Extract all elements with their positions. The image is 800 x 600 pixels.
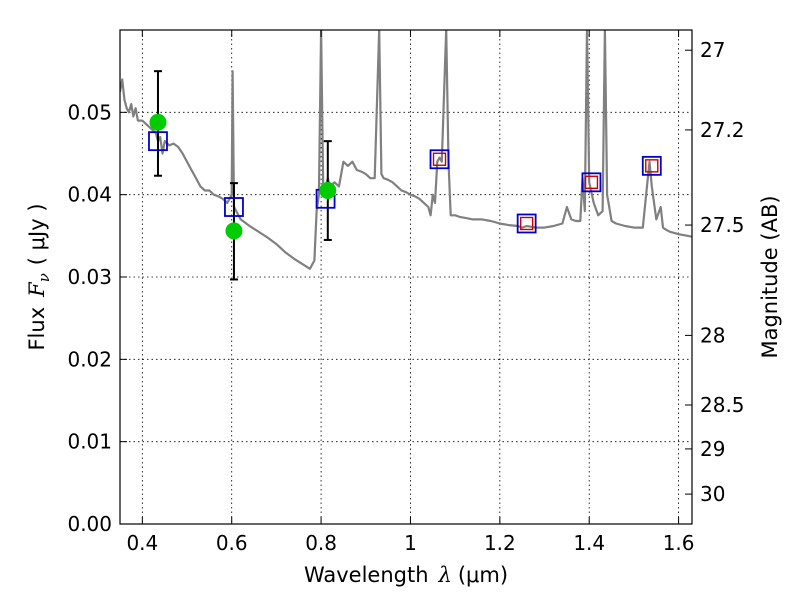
model-band-square (429, 149, 450, 170)
y-axis-title-subscript: ν (35, 273, 53, 282)
x-axis-ticks: 0.4 0.6 0.8 1 1.2 1.4 1.6 (126, 30, 695, 555)
model-sed-line (120, 30, 692, 270)
x-tick-label: 0.8 (305, 531, 337, 555)
y2-tick-label: 28.5 (700, 393, 745, 417)
model-sed-layer (120, 30, 692, 270)
y2-axis-ticks: 27 27.2 27.5 28 28.5 29 30 (685, 38, 745, 506)
y-axis-title-prefix: Flux (25, 307, 49, 351)
observed-point (149, 113, 167, 131)
y-tick-label: 0.05 (67, 100, 112, 124)
y-axis-title: Flux Fν ( μJy ) (25, 203, 53, 350)
y2-tick-label: 27 (700, 38, 725, 62)
y2-tick-label: 29 (700, 437, 725, 461)
model-band-square-inner (519, 216, 534, 231)
x-axis-title: Wavelength λ (μm) (304, 563, 508, 587)
y-axis-title-symbol: F (25, 281, 49, 298)
model-band-square-inner (584, 175, 599, 190)
x-tick-label: 1 (404, 531, 417, 555)
model-band-square (581, 172, 602, 193)
model-band-square (641, 155, 662, 176)
x-tick-label: 1.6 (663, 531, 695, 555)
errorbar-layer (153, 70, 332, 281)
y2-axis-title: Magnitude (AB) (758, 195, 782, 358)
model-band-square (148, 131, 168, 152)
model-band-square (224, 197, 244, 217)
y-tick-label: 0.03 (67, 265, 112, 289)
y2-tick-label: 27.5 (700, 213, 745, 237)
y-tick-label: 0.00 (67, 512, 112, 536)
x-tick-label: 1.2 (484, 531, 516, 555)
observed-point (225, 222, 243, 240)
y-tick-label: 0.01 (67, 430, 112, 454)
y-tick-label: 0.02 (67, 347, 112, 371)
model-band-square (516, 213, 537, 234)
y2-tick-label: 28 (700, 323, 725, 347)
observed-points-layer (149, 113, 337, 240)
y2-tick-label: 27.2 (700, 118, 745, 142)
x-axis-title-symbol: λ (438, 563, 452, 587)
model-band-square-inner (645, 159, 659, 173)
x-axis-title-prefix: Wavelength (304, 563, 429, 587)
y2-tick-label: 30 (700, 482, 725, 506)
x-tick-label: 0.4 (126, 531, 158, 555)
model-band-layer (148, 131, 662, 234)
model-band-square-inner (432, 152, 447, 166)
observed-point (319, 182, 337, 200)
x-tick-label: 1.4 (573, 531, 605, 555)
y-axis-ticks: 0.00 0.01 0.02 0.03 0.04 0.05 (67, 100, 127, 536)
x-axis-title-unit: (μm) (458, 563, 508, 587)
x-tick-label: 0.6 (216, 531, 248, 555)
y-axis-title-unit: ( μJy ) (25, 203, 49, 265)
y-tick-label: 0.04 (67, 183, 112, 207)
